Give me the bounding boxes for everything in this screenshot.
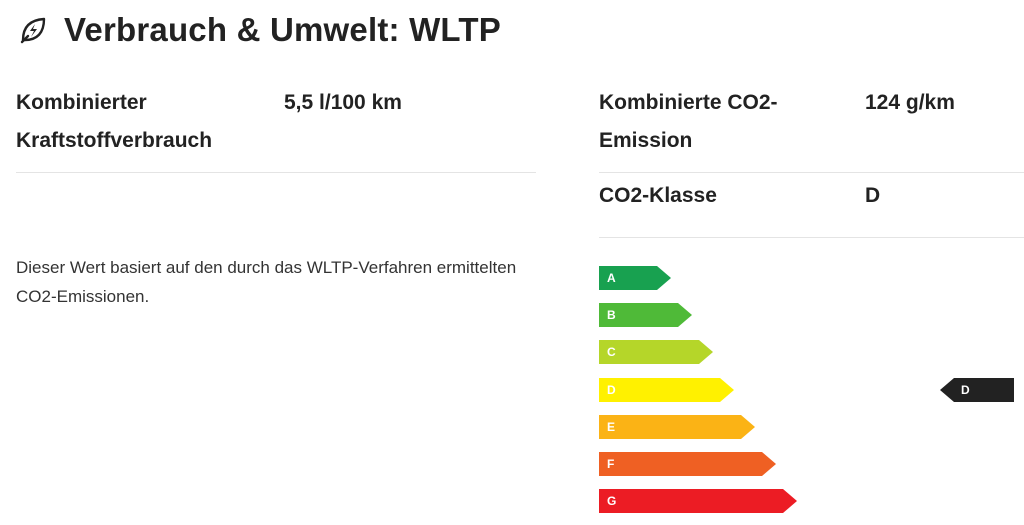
emission-value: 124 g/km (865, 91, 955, 114)
scale-bar-g: G (599, 489, 797, 513)
marker-arrow-icon (940, 378, 954, 402)
co2-efficiency-scale: A B C D E F G (599, 266, 899, 516)
scale-bar-letter: E (607, 420, 616, 434)
scale-bar-letter: D (607, 383, 616, 397)
consumption-value: 5,5 l/100 km (284, 91, 402, 114)
scale-bar-a: A (599, 266, 671, 290)
scale-bar-f: F (599, 452, 776, 476)
co2-class-label: CO2-Klasse (599, 184, 717, 207)
scale-bar-arrow-icon (762, 452, 776, 476)
scale-bar-arrow-icon (678, 303, 692, 327)
scale-bar-b: B (599, 303, 692, 327)
scale-bar-letter: G (607, 494, 617, 508)
wltp-note: Dieser Wert basiert auf den durch das WL… (16, 258, 517, 306)
consumption-section: Kombinierter Kraftstoffverbrauch 5,5 l/1… (16, 84, 536, 173)
scale-bar-letter: A (607, 271, 616, 285)
co2-class-row: CO2-Klasse D (599, 173, 1024, 238)
scale-bar-c: C (599, 340, 713, 364)
emission-row: Kombinierte CO2-Emission 124 g/km (599, 84, 1024, 173)
scale-bar-arrow-icon (783, 489, 797, 513)
page-title: Verbrauch & Umwelt: WLTP (64, 11, 501, 48)
scale-bar-letter: C (607, 345, 616, 359)
scale-bar-arrow-icon (720, 378, 734, 402)
scale-bar-arrow-icon (741, 415, 755, 439)
scale-bar-arrow-icon (657, 266, 671, 290)
section-header: Verbrauch & Umwelt: WLTP (18, 8, 501, 52)
consumption-row: Kombinierter Kraftstoffverbrauch 5,5 l/1… (16, 84, 536, 173)
scale-bar-letter: B (607, 308, 616, 322)
scale-bar-e: E (599, 415, 755, 439)
scale-bar-arrow-icon (699, 340, 713, 364)
consumption-label: Kombinierter Kraftstoffverbrauch (16, 91, 213, 152)
co2-class-marker: D (940, 378, 1014, 402)
scale-bar-d: D (599, 378, 734, 402)
co2-class-value: D (865, 184, 881, 207)
emission-section: Kombinierte CO2-Emission 124 g/km CO2-Kl… (599, 84, 1024, 238)
emission-label: Kombinierte CO2-Emission (599, 91, 778, 152)
leaf-bolt-icon (18, 15, 48, 45)
scale-bar-letter: F (607, 457, 615, 471)
marker-letter: D (954, 378, 1014, 402)
